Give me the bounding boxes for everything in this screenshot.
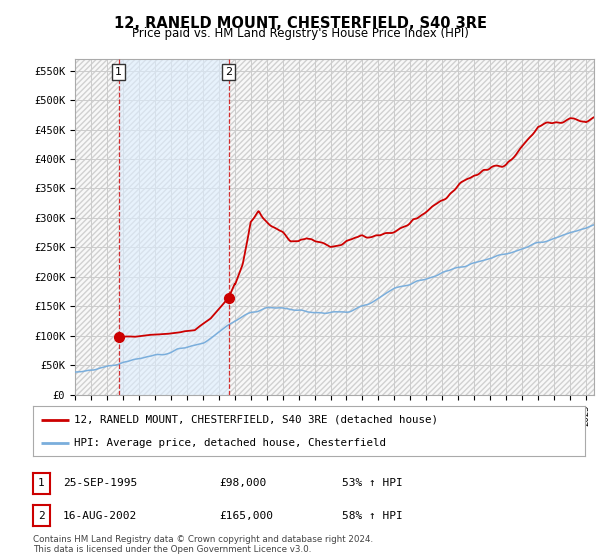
Text: 25-SEP-1995: 25-SEP-1995: [63, 478, 137, 488]
Text: Price paid vs. HM Land Registry's House Price Index (HPI): Price paid vs. HM Land Registry's House …: [131, 27, 469, 40]
Text: 1: 1: [115, 67, 122, 77]
Text: Contains HM Land Registry data © Crown copyright and database right 2024.
This d: Contains HM Land Registry data © Crown c…: [33, 535, 373, 554]
Text: £165,000: £165,000: [219, 511, 273, 521]
Text: 12, RANELD MOUNT, CHESTERFIELD, S40 3RE: 12, RANELD MOUNT, CHESTERFIELD, S40 3RE: [113, 16, 487, 31]
Text: HPI: Average price, detached house, Chesterfield: HPI: Average price, detached house, Ches…: [74, 438, 386, 448]
Text: 2: 2: [38, 511, 45, 521]
Text: 58% ↑ HPI: 58% ↑ HPI: [342, 511, 403, 521]
Text: 2: 2: [225, 67, 232, 77]
Text: 16-AUG-2002: 16-AUG-2002: [63, 511, 137, 521]
Text: £98,000: £98,000: [219, 478, 266, 488]
Text: 1: 1: [38, 478, 45, 488]
Text: 53% ↑ HPI: 53% ↑ HPI: [342, 478, 403, 488]
Bar: [119, 59, 229, 395]
Text: 12, RANELD MOUNT, CHESTERFIELD, S40 3RE (detached house): 12, RANELD MOUNT, CHESTERFIELD, S40 3RE …: [74, 414, 439, 424]
